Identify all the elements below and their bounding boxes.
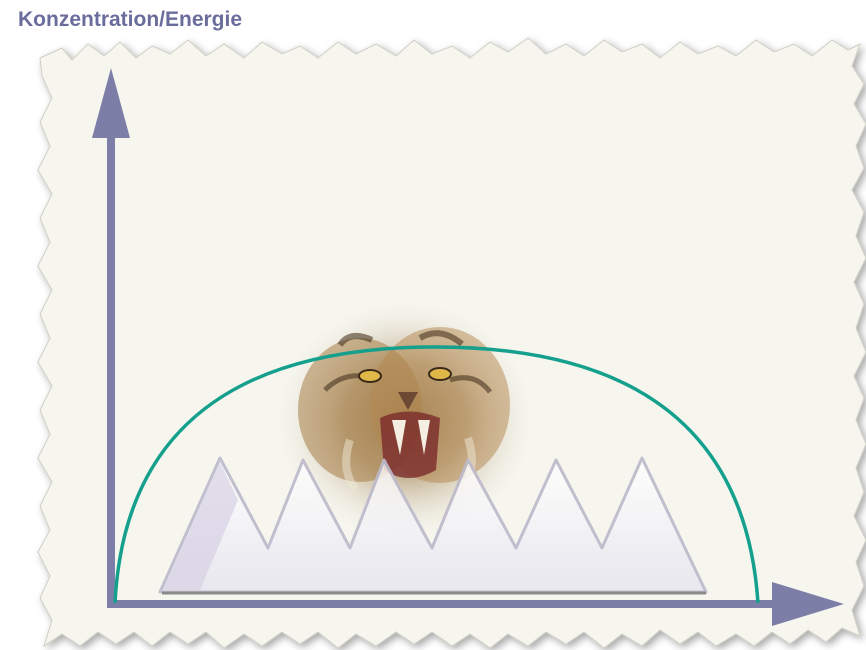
concentration-peaks: [158, 456, 708, 595]
tiger-nose: [398, 392, 418, 410]
tiger-eye-right: [428, 367, 452, 381]
energy-arc-curve: [113, 345, 760, 604]
x-axis-arrow: [107, 582, 844, 626]
peaks-shape: [158, 456, 708, 594]
tiger-fang-right: [418, 420, 430, 455]
y-axis-arrow: [92, 68, 130, 604]
tiger-eye-left: [358, 369, 382, 383]
diagram-title: Konzentration/Energie: [18, 8, 243, 31]
tiger-fang-left: [392, 420, 406, 455]
